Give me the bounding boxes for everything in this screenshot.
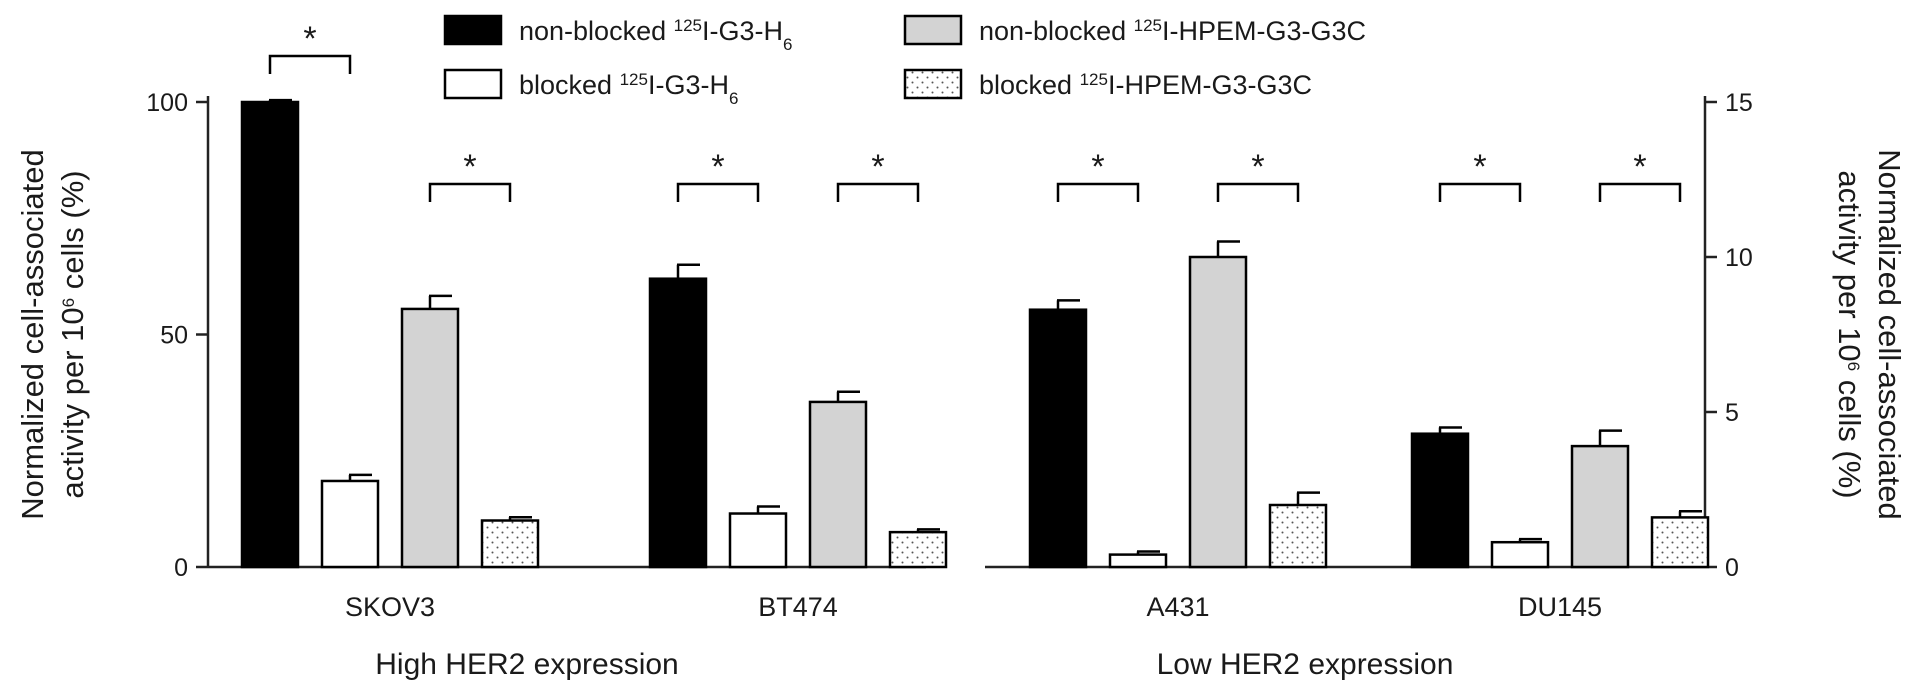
axis-title-superscript: 6 [59,298,78,307]
significance-bracket [676,182,760,202]
legend-label-0: non-blocked 125I-G3-H6 [519,16,792,54]
legend-label-2: non-blocked 125I-HPEM-G3-G3C [979,16,1366,47]
left-y-tick-label: 0 [174,554,188,582]
right-y-tick-label: 5 [1725,399,1739,427]
significance-star: * [463,148,476,186]
legend-text-main: I-G3-H [702,16,783,46]
bar-a431-series-1 [1108,553,1168,569]
significance-star: * [1251,148,1264,186]
bar-skov3-series-0 [240,100,300,569]
axis-title-text: activity per 10 [55,307,90,498]
axis-title-text: activity per 10 [1832,170,1867,361]
bar-du145-series-3 [1650,516,1710,569]
legend-text-superscript: 125 [1080,70,1108,89]
significance-bracket [268,54,352,74]
legend-text-superscript: 125 [1134,16,1162,35]
significance-bracket [428,182,512,202]
axes-layer: 0 50 100 0 5 10 15 [146,89,1753,582]
legend-text-prefix: non-blocked [979,16,1134,46]
significance-star: * [1473,148,1486,186]
axis-title-line: Normalized cell-associated [1872,149,1907,519]
bar-skov3-series-3 [480,519,540,569]
legend-text-superscript: 125 [620,70,648,89]
legend-label-1: blocked 125I-G3-H6 [519,70,738,108]
bar-a431-series-0 [1028,308,1088,569]
axis-title-superscript: 6 [1845,362,1864,371]
right-y-tick-label: 0 [1725,554,1739,582]
bar-skov3-series-2 [400,307,460,569]
legend-swatch-2 [903,14,963,46]
significance-bracket [1598,182,1682,202]
bar-a431-series-2 [1188,255,1248,569]
significance-star: * [711,148,724,186]
axis-title-line: activity per 106 cells (%) [1832,170,1867,498]
significance-star: * [303,20,316,58]
significance-bracket [1056,182,1140,202]
axis-title-suffix: cells (%) [55,170,90,297]
bar-du145-series-0 [1410,432,1470,569]
significance-star: * [1091,148,1104,186]
legend-text-prefix: blocked [519,70,620,100]
axis-title-line: Normalized cell-associated [15,149,50,519]
significance-bracket [836,182,920,202]
bar-du145-series-1 [1490,540,1550,569]
legend-text-main: I-G3-H [648,70,729,100]
bar-skov3-series-1 [320,479,380,569]
bar-bt474-series-2 [808,400,868,569]
bar-bt474-series-3 [888,530,948,569]
bar-bt474-series-1 [728,512,788,569]
axis-title-line: activity per 106 cells (%) [55,170,90,498]
legend-text-prefix: blocked [979,70,1080,100]
significance-bracket [1216,182,1300,202]
category-label: DU145 [1518,592,1602,622]
group-label: High HER2 expression [375,648,678,681]
right-y-tick-label: 15 [1725,89,1753,117]
legend-text-main: I-HPEM-G3-G3C [1162,16,1366,46]
category-label: SKOV3 [345,592,435,622]
bar-a431-series-3 [1268,503,1328,569]
bars-layer [240,98,1710,569]
axis-title-text: Normalized cell-associated [15,149,50,519]
legend-text-subscript: 6 [729,89,738,108]
axis-title-text: Normalized cell-associated [1872,149,1907,519]
group-label: Low HER2 expression [1157,648,1454,681]
legend-text-prefix: non-blocked [519,16,674,46]
axis-title-suffix: cells (%) [1832,371,1867,498]
legend-swatch-3 [903,68,963,100]
labels-layer: Normalized cell-associated activity per 1… [15,20,1907,681]
significance-star: * [1633,148,1646,186]
right-y-tick-label: 10 [1725,244,1753,272]
significance-bracket [1438,182,1522,202]
bar-du145-series-2 [1570,444,1630,569]
bar-bt474-series-0 [648,277,708,569]
legend-swatch-1 [443,68,503,100]
category-label: A431 [1146,592,1209,622]
left-y-tick-label: 50 [160,322,188,350]
significance-star: * [871,148,884,186]
category-label: BT474 [758,592,838,622]
legend-label-3: blocked 125I-HPEM-G3-G3C [979,70,1312,101]
legend-text-main: I-HPEM-G3-G3C [1108,70,1312,100]
legend-swatch-0 [443,14,503,46]
legend-text-superscript: 125 [674,16,702,35]
legend-text-subscript: 6 [783,35,792,54]
left-y-tick-label: 100 [146,89,188,117]
left-y-axis-title: Normalized cell-associated activity per 1… [15,149,90,519]
